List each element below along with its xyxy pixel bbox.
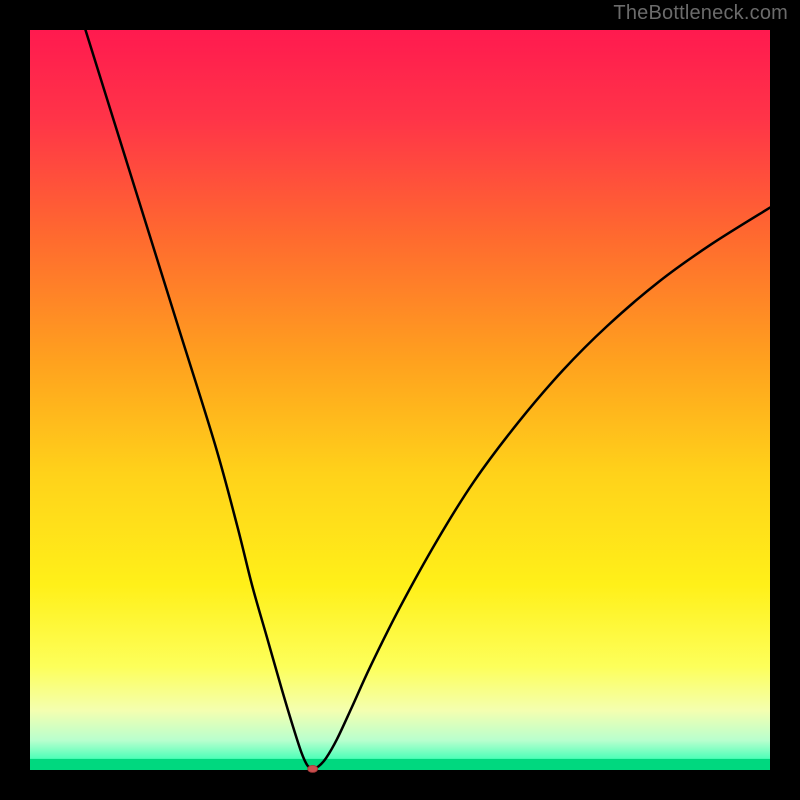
watermark-label: TheBottleneck.com — [613, 2, 788, 25]
chart-container: TheBottleneck.com — [0, 0, 800, 800]
chart-gradient-bg — [30, 30, 770, 770]
bottleneck-chart — [0, 0, 800, 800]
chart-baseline — [30, 759, 770, 770]
optimum-marker — [308, 765, 318, 772]
